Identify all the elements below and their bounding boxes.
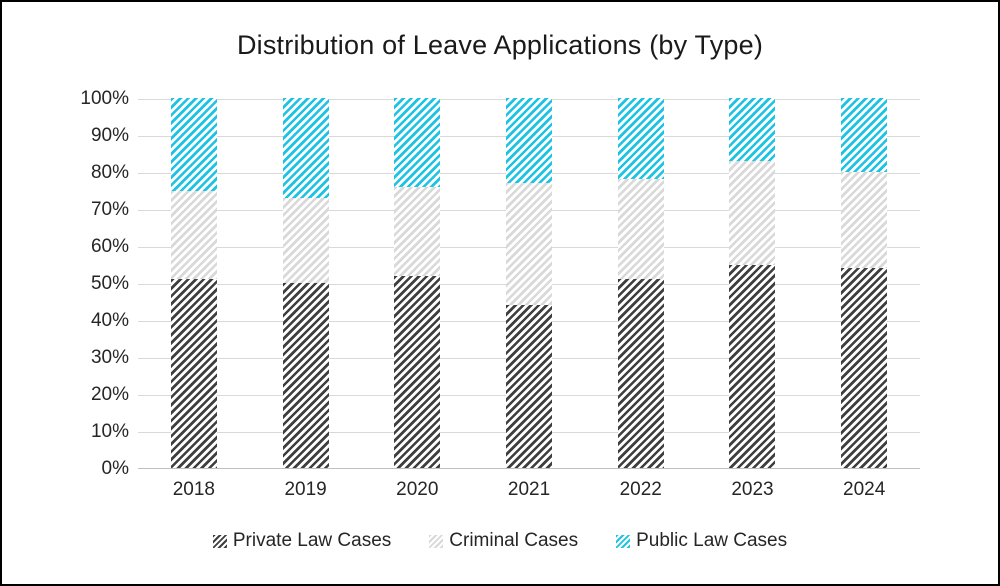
legend-swatch-icon xyxy=(616,534,631,548)
segment-criminal-cases-2024 xyxy=(841,172,888,269)
segment-public-law-cases-2018 xyxy=(170,98,217,191)
y-axis-tick-label: 70% xyxy=(90,199,129,220)
bar-2019 xyxy=(282,98,329,468)
legend: Private Law Cases Criminal Cases Public La… xyxy=(2,530,998,552)
y-axis-tick-label: 30% xyxy=(90,347,129,368)
bar-2020 xyxy=(394,98,441,468)
y-axis-tick-label: 90% xyxy=(90,125,129,146)
segment-public-law-cases-2021 xyxy=(506,98,553,184)
bar-slot-2022 xyxy=(585,98,697,468)
legend-item-criminal-cases: Criminal Cases xyxy=(429,530,578,552)
plot-area xyxy=(138,98,920,469)
segment-private-law-cases-2018 xyxy=(170,279,217,468)
y-axis-tick-label: 0% xyxy=(101,458,129,479)
legend-label: Criminal Cases xyxy=(449,530,579,551)
y-axis-tick-label: 60% xyxy=(90,236,129,257)
legend-item-private-law-cases: Private Law Cases xyxy=(212,530,392,552)
x-axis-tick-label-2022: 2022 xyxy=(619,479,662,500)
bar-slot-2024 xyxy=(808,98,920,468)
x-axis-tick-label-2020: 2020 xyxy=(396,479,439,500)
bar-2018 xyxy=(170,98,217,468)
segment-public-law-cases-2022 xyxy=(617,98,664,180)
x-axis-tick-label-2021: 2021 xyxy=(507,479,551,500)
x-axis-tick-label-2019: 2019 xyxy=(284,479,327,500)
y-axis-tick-label: 100% xyxy=(80,88,129,109)
segment-criminal-cases-2019 xyxy=(282,197,329,283)
legend-swatch-icon xyxy=(212,534,227,548)
x-axis-tick-label-2024: 2024 xyxy=(843,479,886,500)
y-axis-tick-label: 10% xyxy=(90,421,129,442)
segment-private-law-cases-2019 xyxy=(282,283,329,468)
segment-private-law-cases-2020 xyxy=(394,275,441,468)
segment-private-law-cases-2022 xyxy=(617,279,664,468)
bar-slot-2021 xyxy=(473,98,585,468)
segment-criminal-cases-2023 xyxy=(729,160,776,265)
y-axis-tick-label: 50% xyxy=(90,273,129,294)
y-axis-tick-label: 20% xyxy=(90,384,129,405)
chart-title: Distribution of Leave Applications (by T… xyxy=(236,30,764,60)
segment-public-law-cases-2020 xyxy=(394,98,441,187)
x-axis: 2018 2019 2020 2021 2022 2023 2024 xyxy=(138,479,920,501)
segment-criminal-cases-2018 xyxy=(170,190,217,280)
bar-slot-2023 xyxy=(697,98,809,468)
x-axis-tick-label-2018: 2018 xyxy=(172,479,215,500)
bar-2024 xyxy=(841,98,888,468)
legend-swatch-icon xyxy=(429,534,444,548)
segment-private-law-cases-2021 xyxy=(506,305,553,468)
legend-item-public-law-cases: Public Law Cases xyxy=(616,530,787,552)
segment-private-law-cases-2023 xyxy=(729,264,776,468)
bar-slot-2020 xyxy=(361,98,473,468)
bars-layer xyxy=(138,98,920,468)
bar-2023 xyxy=(729,98,776,468)
segment-private-law-cases-2024 xyxy=(841,268,888,468)
bar-slot-2019 xyxy=(250,98,362,468)
segment-public-law-cases-2019 xyxy=(282,98,329,198)
bar-slot-2018 xyxy=(138,98,250,468)
legend-label: Private Law Cases xyxy=(232,530,392,551)
bar-2021 xyxy=(506,98,553,468)
segment-criminal-cases-2022 xyxy=(617,179,664,280)
segment-public-law-cases-2023 xyxy=(729,98,776,161)
y-axis-tick-label: 80% xyxy=(90,162,129,183)
y-axis-tick-label: 40% xyxy=(90,310,129,331)
segment-criminal-cases-2021 xyxy=(506,183,553,306)
x-axis-tick-label-2023: 2023 xyxy=(731,479,774,500)
segment-criminal-cases-2020 xyxy=(394,186,441,276)
legend-label: Public Law Cases xyxy=(636,530,788,551)
bar-2022 xyxy=(617,98,664,468)
segment-public-law-cases-2024 xyxy=(841,98,888,173)
